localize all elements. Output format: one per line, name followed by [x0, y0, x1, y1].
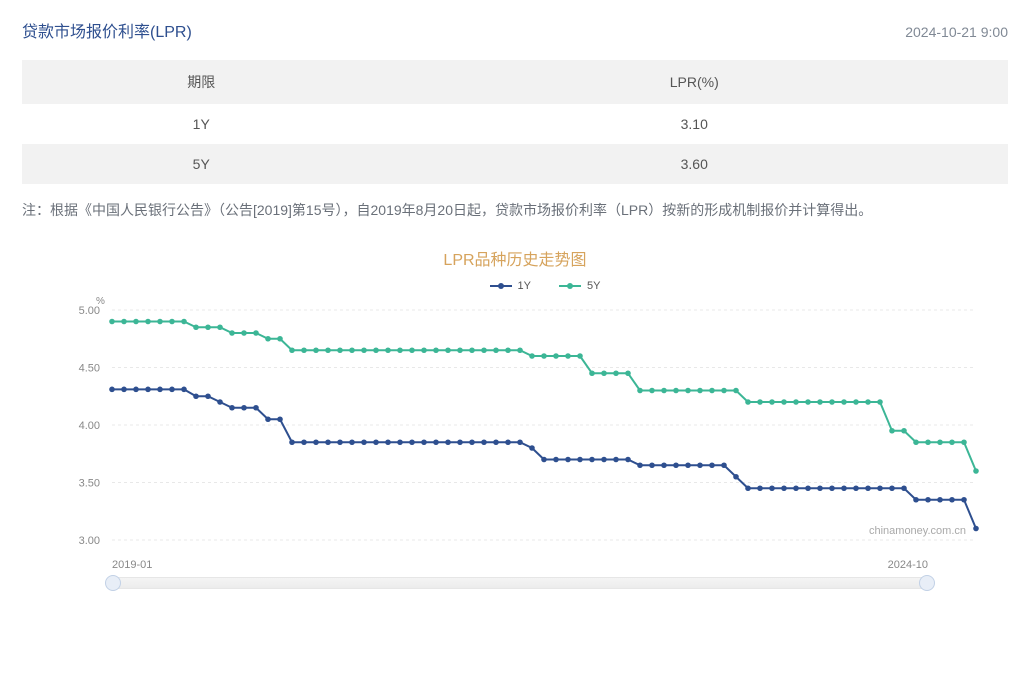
y-unit-label: %: [96, 296, 105, 307]
range-slider-handle-right[interactable]: [919, 575, 935, 591]
table-col-lpr: LPR(%): [380, 60, 1008, 104]
cell-value: 3.60: [380, 144, 1008, 184]
chart-title: LPR品种历史走势图: [22, 246, 1008, 270]
svg-text:4.50: 4.50: [79, 363, 100, 375]
timestamp: 2024-10-21 9:00: [905, 24, 1008, 40]
table-row: 5Y 3.60: [22, 144, 1008, 184]
legend-label: 5Y: [587, 280, 600, 292]
legend-label: 1Y: [518, 280, 531, 292]
cell-value: 3.10: [380, 104, 1008, 144]
range-slider-track[interactable]: [112, 577, 928, 589]
legend-swatch-5y: [559, 285, 581, 287]
lpr-table: 期限 LPR(%) 1Y 3.10 5Y 3.60: [22, 60, 1008, 184]
cell-term: 5Y: [22, 144, 380, 184]
svg-text:3.50: 3.50: [79, 478, 100, 490]
table-col-term: 期限: [22, 60, 380, 104]
svg-text:4.00: 4.00: [79, 420, 100, 432]
chart-legend: 1Y 5Y: [82, 280, 1008, 292]
x-end-label: 2024-10: [888, 559, 928, 571]
legend-swatch-1y: [490, 285, 512, 287]
note-text: 注：根据《中国人民银行公告》（公告[2019]第15号），自2019年8月20日…: [22, 200, 1008, 220]
cell-term: 1Y: [22, 104, 380, 144]
legend-item-1y[interactable]: 1Y: [490, 280, 531, 292]
legend-item-5y[interactable]: 5Y: [559, 280, 600, 292]
svg-text:3.00: 3.00: [79, 535, 100, 547]
svg-text:chinamoney.com.cn: chinamoney.com.cn: [869, 525, 966, 537]
lpr-line-chart[interactable]: 5.004.504.003.503.00chinamoney.com.cn: [22, 300, 1006, 550]
page-title: 贷款市场报价利率(LPR): [22, 18, 192, 42]
range-slider-handle-left[interactable]: [105, 575, 121, 591]
table-row: 1Y 3.10: [22, 104, 1008, 144]
x-start-label: 2019-01: [112, 559, 152, 571]
